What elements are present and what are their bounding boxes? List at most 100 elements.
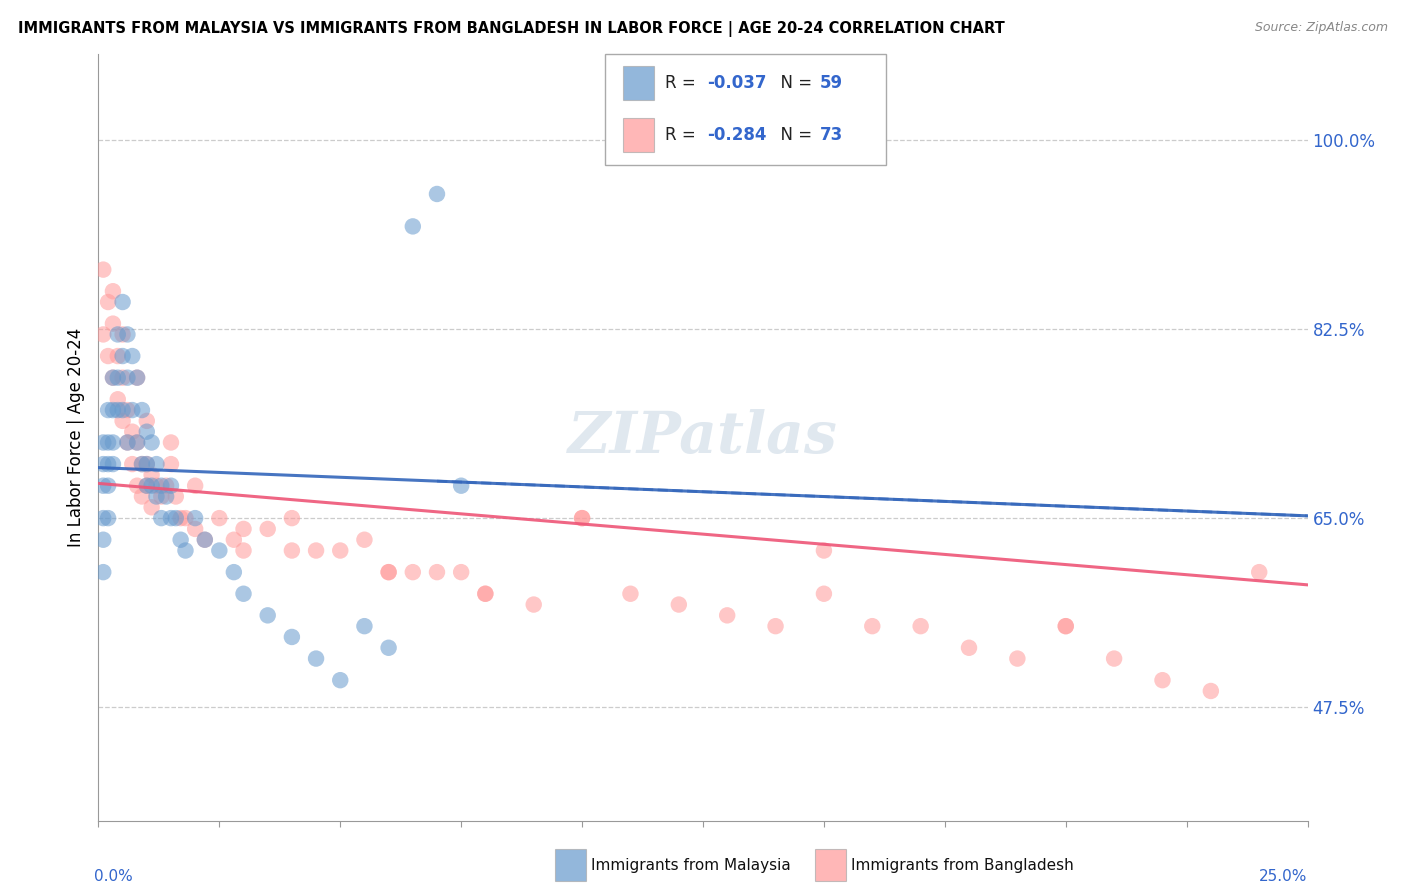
Point <box>256 608 278 623</box>
Point <box>957 640 980 655</box>
Point <box>145 479 167 493</box>
Point <box>97 349 120 363</box>
Point <box>208 543 231 558</box>
Point <box>107 349 129 363</box>
Point <box>121 349 143 363</box>
Point <box>135 425 157 439</box>
Point <box>111 403 134 417</box>
Point <box>117 435 139 450</box>
Point <box>1007 651 1029 665</box>
Point <box>91 479 114 493</box>
Point <box>281 630 304 644</box>
Point <box>127 370 149 384</box>
Point <box>91 327 114 342</box>
Point <box>474 587 496 601</box>
Point <box>97 295 120 310</box>
Point <box>160 479 183 493</box>
Text: ZIPatlas: ZIPatlas <box>568 409 838 466</box>
Point <box>232 522 254 536</box>
Point <box>91 457 114 471</box>
Point <box>141 435 163 450</box>
Point <box>184 511 207 525</box>
Point <box>222 565 245 579</box>
Point <box>232 587 254 601</box>
Point <box>402 565 425 579</box>
Point <box>165 490 187 504</box>
Point <box>101 317 124 331</box>
Point <box>155 490 177 504</box>
Point <box>377 640 399 655</box>
Point <box>97 435 120 450</box>
Point <box>135 457 157 471</box>
Point <box>135 479 157 493</box>
Point <box>111 370 134 384</box>
Y-axis label: In Labor Force | Age 20-24: In Labor Force | Age 20-24 <box>67 327 86 547</box>
Text: R =: R = <box>665 126 702 144</box>
Point <box>91 435 114 450</box>
Text: 25.0%: 25.0% <box>1260 870 1308 884</box>
Point <box>111 349 134 363</box>
Point <box>117 327 139 342</box>
Point <box>165 511 187 525</box>
Point <box>232 543 254 558</box>
Point <box>571 511 593 525</box>
Point <box>107 403 129 417</box>
Point <box>329 673 352 688</box>
Point <box>1249 565 1271 579</box>
Point <box>141 467 163 482</box>
Point <box>127 435 149 450</box>
Text: 59: 59 <box>820 74 842 93</box>
Point <box>377 565 399 579</box>
Text: N =: N = <box>770 126 818 144</box>
Point <box>1152 673 1174 688</box>
Point <box>127 370 149 384</box>
Point <box>377 565 399 579</box>
Point <box>131 403 153 417</box>
Point <box>765 619 787 633</box>
Point <box>281 543 304 558</box>
Point <box>523 598 546 612</box>
Point <box>1054 619 1077 633</box>
Point <box>107 370 129 384</box>
Point <box>135 479 157 493</box>
Point <box>101 370 124 384</box>
Point <box>184 479 207 493</box>
Point <box>813 587 835 601</box>
Point <box>91 565 114 579</box>
Point <box>101 435 124 450</box>
Point <box>450 479 472 493</box>
Point <box>101 457 124 471</box>
Point <box>402 219 425 234</box>
Point <box>174 543 197 558</box>
Text: N =: N = <box>770 74 818 93</box>
Point <box>155 479 177 493</box>
Point <box>111 414 134 428</box>
Point <box>450 565 472 579</box>
Point <box>169 533 191 547</box>
Point <box>668 598 690 612</box>
Text: Immigrants from Bangladesh: Immigrants from Bangladesh <box>851 858 1073 872</box>
Point <box>91 533 114 547</box>
Point <box>194 533 217 547</box>
Point <box>150 511 173 525</box>
Point <box>141 479 163 493</box>
Point <box>121 457 143 471</box>
Point <box>222 533 245 547</box>
Point <box>305 543 328 558</box>
Point <box>91 262 114 277</box>
Point <box>169 511 191 525</box>
Point <box>329 543 352 558</box>
Point <box>194 533 217 547</box>
Text: -0.037: -0.037 <box>707 74 766 93</box>
Point <box>101 370 124 384</box>
Point <box>571 511 593 525</box>
Point <box>174 511 197 525</box>
Point <box>353 619 375 633</box>
Point <box>145 490 167 504</box>
Point <box>256 522 278 536</box>
Point <box>91 511 114 525</box>
Point <box>101 403 124 417</box>
Text: 0.0%: 0.0% <box>94 870 132 884</box>
Point <box>135 457 157 471</box>
Point <box>160 435 183 450</box>
